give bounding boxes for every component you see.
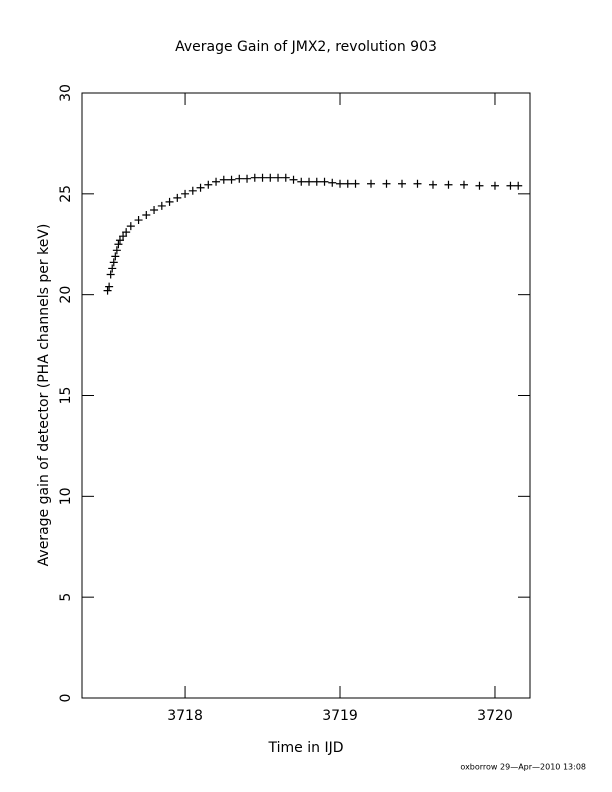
- data-point: [506, 181, 515, 190]
- data-point: [204, 180, 213, 189]
- y-tick-label: 5: [58, 593, 74, 602]
- data-point: [103, 286, 112, 295]
- data-point: [109, 258, 118, 267]
- y-tick-label: 25: [58, 185, 74, 203]
- data-point: [114, 240, 123, 249]
- data-point: [274, 173, 283, 182]
- data-point: [188, 186, 197, 195]
- data-point: [428, 180, 437, 189]
- data-point: [157, 201, 166, 210]
- data-point: [289, 175, 298, 184]
- data-point: [126, 222, 135, 231]
- data-point: [122, 228, 131, 237]
- data-point: [227, 175, 236, 184]
- data-point: [108, 264, 117, 273]
- data-point: [115, 236, 124, 245]
- data-point: [312, 177, 321, 186]
- data-point: [111, 252, 120, 261]
- footer: oxborrow 29—Apr—2010 13:08: [460, 763, 586, 772]
- data-point: [336, 179, 345, 188]
- x-tick-label: 3718: [167, 708, 203, 724]
- data-point: [150, 205, 159, 214]
- data-point: [281, 173, 290, 182]
- data-point: [413, 179, 422, 188]
- y-tick-label: 30: [58, 84, 74, 102]
- y-tick-label: 20: [58, 286, 74, 304]
- data-point: [351, 179, 360, 188]
- data-point: [105, 282, 114, 291]
- data-point: [219, 175, 228, 184]
- data-point: [250, 173, 259, 182]
- data-point: [142, 211, 151, 220]
- data-point: [382, 179, 391, 188]
- data-point: [235, 174, 244, 183]
- data-point: [212, 177, 221, 186]
- plot-frame: [81, 92, 531, 699]
- data-point: [173, 193, 182, 202]
- data-point: [367, 179, 376, 188]
- data-point: [134, 216, 143, 225]
- data-point: [165, 197, 174, 206]
- x-axis-label: Time in IJD: [268, 740, 344, 756]
- data-point: [444, 180, 453, 189]
- data-point: [459, 180, 468, 189]
- data-point: [181, 189, 190, 198]
- y-tick-label: 0: [58, 694, 74, 703]
- data-point: [297, 177, 306, 186]
- data-point: [305, 177, 314, 186]
- data-point: [398, 179, 406, 188]
- data-point: [196, 183, 205, 192]
- data-point: [243, 174, 252, 183]
- data-point: [119, 232, 128, 241]
- data-point: [490, 181, 499, 190]
- data-point: [112, 246, 121, 255]
- y-tick-label: 10: [58, 487, 74, 505]
- x-tick-label: 3720: [477, 708, 513, 724]
- chart-title: Average Gain of JMX2, revolution 903: [175, 39, 437, 55]
- data-point: [106, 270, 115, 279]
- data-point: [328, 178, 337, 187]
- data-point: [258, 173, 267, 182]
- data-point: [266, 173, 275, 182]
- data-point: [343, 179, 352, 188]
- data-point: [320, 177, 329, 186]
- y-tick-label: 15: [58, 387, 74, 405]
- data-point: [514, 181, 523, 190]
- y-axis-label: Average gain of detector (PHA channels p…: [36, 224, 52, 567]
- data-point: [475, 181, 484, 190]
- x-tick-label: 3719: [322, 708, 358, 724]
